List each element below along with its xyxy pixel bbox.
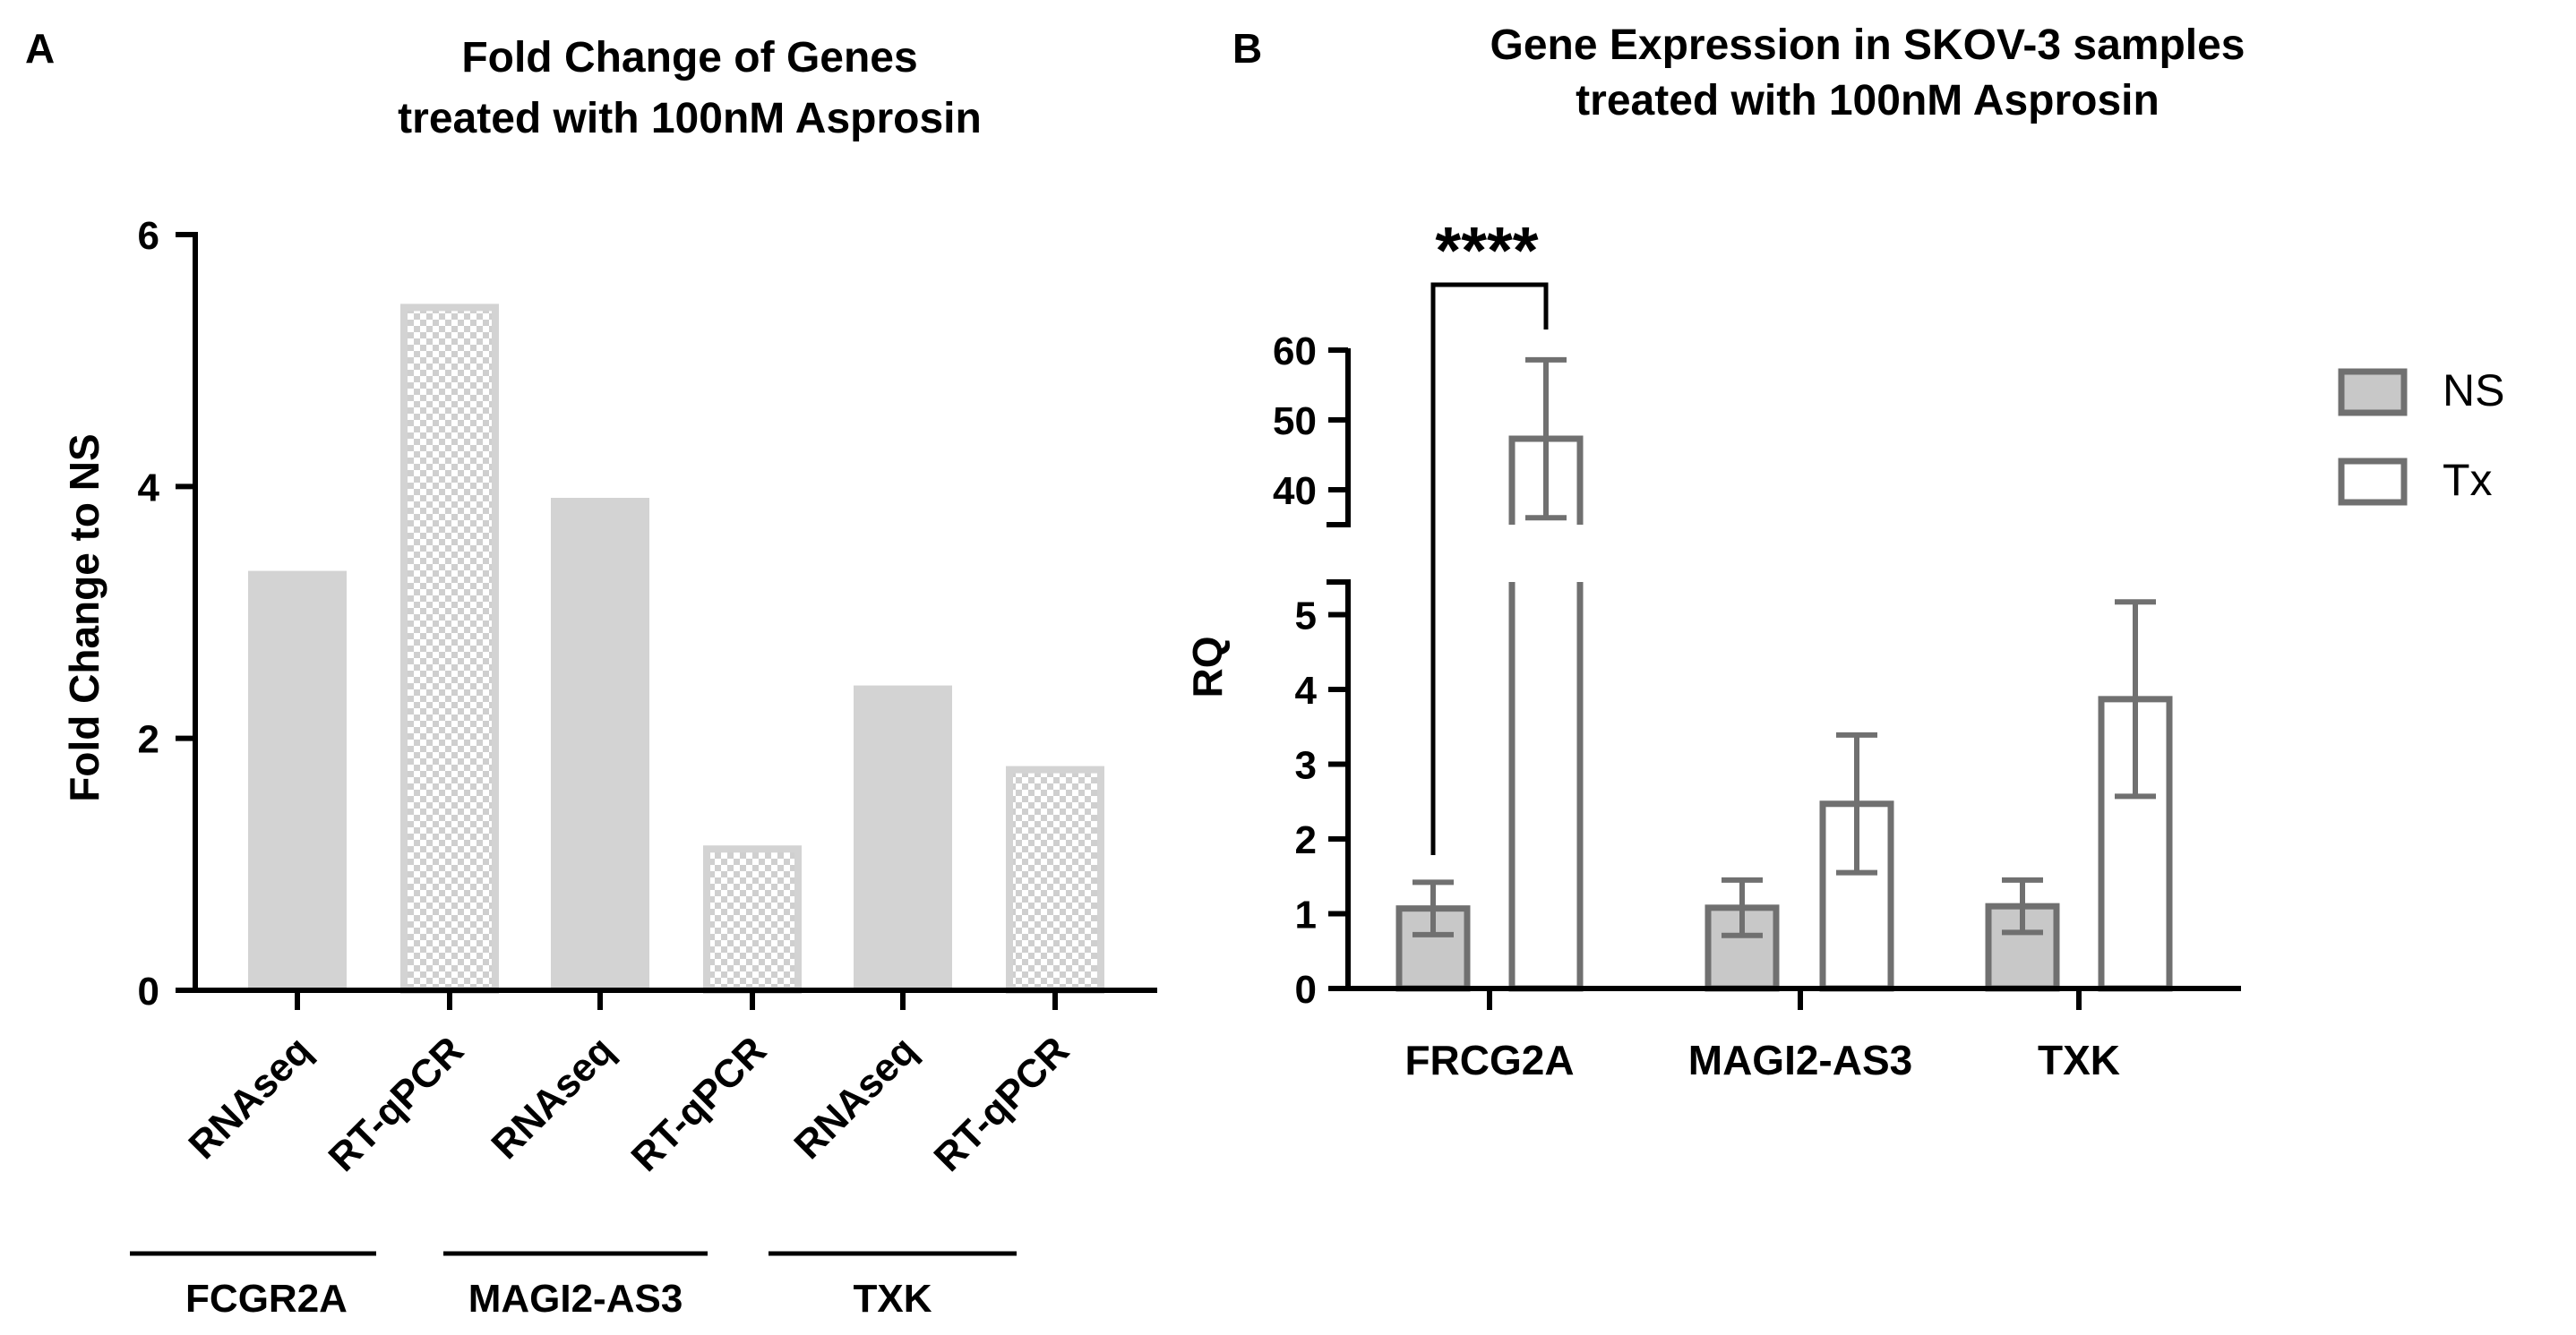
a-y-tick-label: 0 bbox=[138, 970, 159, 1014]
panel-a-title-line-1: Fold Change of Genes bbox=[461, 34, 917, 81]
b-legend-swatch-ns bbox=[2338, 368, 2408, 416]
b-y-tick-label: 3 bbox=[1295, 744, 1317, 788]
panel-b-y-axis-label: RQ bbox=[1184, 637, 1231, 698]
b-legend-swatch-tx bbox=[2338, 458, 2408, 506]
a-group-label: FCGR2A bbox=[185, 1277, 348, 1321]
panel-b-axes bbox=[1327, 348, 2241, 991]
panel-a-letter: A bbox=[25, 25, 55, 72]
a-bar-rt-qpcr-2 bbox=[400, 304, 499, 995]
b-y-tick-label: 4 bbox=[1295, 669, 1318, 713]
panel-b-significance: **** bbox=[1430, 213, 1549, 855]
panel-b-x-ticks: FRCG2A MAGI2-AS3 TXK bbox=[1404, 988, 2120, 1083]
b-bar-tx-frcg2a-lower-outline bbox=[1508, 582, 1584, 992]
panel-a-y-axis-label: Fold Change to NS bbox=[61, 433, 107, 801]
b-legend-label-ns: NS bbox=[2443, 365, 2504, 415]
a-bar-rnaseq-1 bbox=[248, 570, 347, 990]
b-y-tick-label: 60 bbox=[1273, 329, 1317, 373]
b-x-tick-label: TXK bbox=[2038, 1037, 2120, 1083]
panel-a-bars bbox=[248, 304, 1104, 995]
panel-a: A Fold Change of Genes treated with 100n… bbox=[25, 25, 1157, 1321]
b-y-tick-label: 0 bbox=[1295, 968, 1317, 1012]
a-x-tick-label: RNAseq bbox=[786, 1028, 925, 1168]
a-group-label: TXK bbox=[854, 1277, 932, 1321]
a-y-tick-label: 6 bbox=[138, 214, 159, 258]
a-bar-rnaseq-5 bbox=[854, 685, 952, 990]
panel-b-title-line-2: treated with 100nM Asprosin bbox=[1576, 77, 2160, 124]
panel-b: B Gene Expression in SKOV-3 samples trea… bbox=[1184, 21, 2504, 1083]
b-y-tick-label: 40 bbox=[1273, 469, 1317, 513]
a-x-tick-label: RNAseq bbox=[180, 1028, 320, 1168]
panel-a-title-line-2: treated with 100nM Asprosin bbox=[398, 95, 982, 142]
a-x-tick-label: RT-qPCR bbox=[623, 1028, 775, 1179]
a-x-tick-label: RNAseq bbox=[483, 1028, 623, 1168]
a-y-tick-label: 4 bbox=[138, 466, 160, 509]
panel-a-x-ticks: RNAseq RT-qPCR RNAseq RT-qPCR RNAseq RT-qPCR bbox=[180, 990, 1078, 1180]
panel-b-legend: NS Tx bbox=[2338, 365, 2504, 506]
b-y-tick-label: 2 bbox=[1295, 818, 1317, 862]
a-group-label: MAGI2-AS3 bbox=[468, 1277, 683, 1321]
panel-b-y-ticks: 0 1 2 3 4 5 40 50 60 bbox=[1273, 329, 1348, 1012]
a-bar-rnaseq-3 bbox=[551, 497, 649, 990]
a-bar-rt-qpcr-6 bbox=[1006, 766, 1104, 995]
b-legend-label-tx: Tx bbox=[2443, 455, 2493, 505]
b-x-tick-label: FRCG2A bbox=[1404, 1037, 1574, 1083]
b-significance-bracket bbox=[1430, 282, 1549, 855]
panel-b-letter: B bbox=[1232, 25, 1262, 72]
panel-b-title-line-1: Gene Expression in SKOV-3 samples bbox=[1490, 21, 2245, 69]
panel-a-groups: FCGR2A MAGI2-AS3 TXK bbox=[130, 1251, 1017, 1321]
b-x-tick-label: MAGI2-AS3 bbox=[1688, 1037, 1912, 1083]
panel-b-bars bbox=[1395, 356, 2173, 992]
b-significance-stars: **** bbox=[1435, 213, 1538, 287]
a-y-tick-label: 2 bbox=[138, 718, 159, 762]
b-y-tick-label: 50 bbox=[1273, 399, 1317, 443]
a-x-tick-label: RT-qPCR bbox=[926, 1028, 1078, 1179]
b-y-tick-label: 1 bbox=[1295, 894, 1317, 937]
panel-a-y-ticks: 0 2 4 6 bbox=[138, 214, 195, 1014]
b-y-tick-label: 5 bbox=[1295, 595, 1317, 638]
a-bar-rt-qpcr-4 bbox=[703, 845, 802, 994]
a-x-tick-label: RT-qPCR bbox=[321, 1028, 472, 1179]
